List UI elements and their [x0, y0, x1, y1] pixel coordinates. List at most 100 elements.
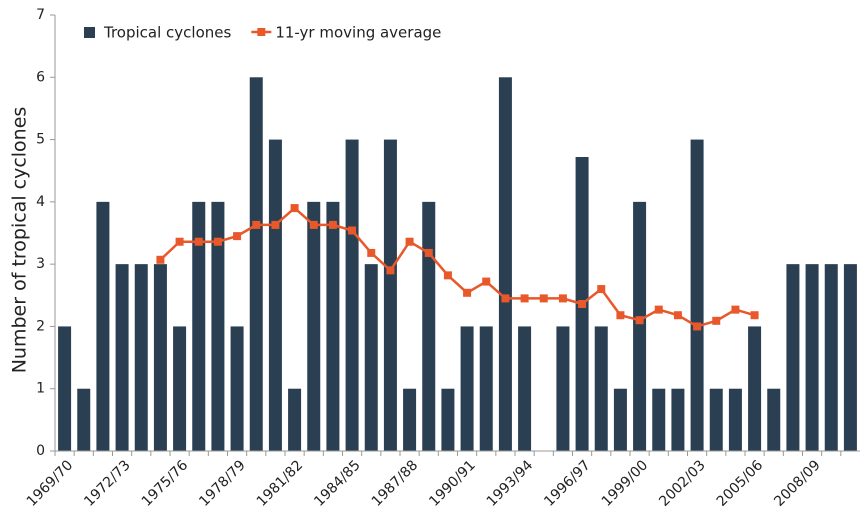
- line-marker: [520, 294, 529, 303]
- bar: [767, 388, 781, 451]
- line-marker: [578, 300, 587, 309]
- line-marker: [194, 237, 203, 246]
- bar: [498, 77, 512, 452]
- bar: [364, 264, 378, 451]
- bar: [479, 326, 493, 451]
- bar: [403, 388, 417, 451]
- x-tick-label: 1996/97: [541, 457, 593, 509]
- bar: [460, 326, 474, 451]
- y-tick-label: 0: [36, 443, 45, 459]
- x-tick-label: 1975/76: [139, 457, 192, 510]
- x-tick-label: 1987/88: [369, 457, 421, 509]
- bar: [288, 388, 302, 451]
- line-marker: [693, 322, 702, 331]
- line-marker: [443, 271, 452, 280]
- x-tick-label: 2008/09: [771, 457, 823, 509]
- bar: [422, 201, 436, 451]
- x-tick-label: 1969/70: [24, 457, 76, 509]
- bar: [77, 388, 91, 451]
- line-marker: [673, 311, 682, 320]
- y-tick-label: 5: [36, 132, 45, 148]
- x-tick-label: 1972/73: [81, 457, 133, 509]
- bar: [96, 201, 110, 451]
- line-marker: [290, 204, 299, 213]
- y-tick-label: 3: [36, 256, 45, 272]
- line-marker: [616, 311, 625, 320]
- x-tick-label: 1990/91: [426, 457, 478, 509]
- bar: [383, 139, 397, 452]
- bar: [671, 388, 685, 451]
- bar: [748, 326, 762, 451]
- line-marker: [539, 294, 548, 303]
- bar: [307, 201, 321, 451]
- line-marker: [501, 294, 510, 303]
- bar: [134, 264, 148, 451]
- x-tick-label: 2002/03: [656, 457, 708, 509]
- bar: [192, 201, 206, 451]
- bar: [268, 139, 282, 452]
- y-tick-label: 1: [36, 381, 45, 397]
- x-tick-label: 1978/79: [196, 457, 248, 509]
- line-marker: [597, 285, 606, 294]
- line-marker: [386, 266, 395, 275]
- y-tick-label: 6: [36, 69, 45, 85]
- line-marker: [348, 226, 357, 235]
- y-tick-label: 2: [36, 318, 45, 334]
- line-marker: [367, 248, 376, 257]
- bar: [633, 201, 647, 451]
- x-tick-label: 1981/82: [254, 457, 306, 509]
- line-marker: [424, 248, 433, 257]
- line-marker: [731, 305, 740, 314]
- line-marker: [175, 237, 184, 246]
- line-marker: [405, 237, 414, 246]
- legend-swatch: [257, 28, 266, 36]
- bar: [230, 326, 244, 451]
- bar: [153, 264, 167, 451]
- line-marker: [482, 277, 491, 286]
- legend-swatch: [84, 27, 95, 38]
- y-axis-label: Number of tropical cyclones: [9, 107, 31, 374]
- bar: [58, 326, 72, 451]
- bar: [728, 388, 742, 451]
- line-marker: [712, 316, 721, 325]
- legend-label: 11-yr moving average: [275, 24, 441, 42]
- line: [159, 206, 755, 328]
- x-tick-label: 1984/85: [311, 457, 363, 509]
- line-marker: [635, 316, 644, 325]
- legend-label: Tropical cyclones: [103, 24, 231, 42]
- bar: [805, 264, 819, 451]
- line-marker: [654, 305, 663, 314]
- bar: [441, 388, 455, 451]
- bar: [326, 201, 340, 451]
- bar: [843, 264, 857, 451]
- bar: [652, 388, 666, 451]
- y-tick-label: 4: [36, 194, 45, 210]
- bar: [824, 264, 838, 451]
- line-marker: [309, 220, 318, 229]
- x-tick-label: 1999/00: [599, 457, 651, 509]
- line-marker: [463, 288, 472, 297]
- bar: [518, 326, 532, 451]
- x-tick-label: 1993/94: [484, 457, 537, 510]
- bar: [556, 326, 570, 451]
- bar: [173, 326, 187, 451]
- line-marker: [233, 232, 242, 241]
- bar: [709, 388, 723, 451]
- line-marker: [558, 294, 567, 303]
- bar: [211, 201, 225, 451]
- bar: [690, 139, 704, 452]
- line-marker: [271, 220, 280, 229]
- bar: [594, 326, 608, 451]
- bar: [613, 388, 627, 451]
- line-marker: [750, 311, 759, 320]
- line-marker: [328, 220, 337, 229]
- x-tick-label: 2005/06: [714, 457, 767, 510]
- bar: [345, 139, 359, 452]
- line-marker: [156, 255, 165, 264]
- line-marker: [213, 237, 222, 246]
- bar: [786, 264, 800, 451]
- bar: [115, 264, 129, 451]
- bar: [249, 77, 263, 452]
- line-marker: [252, 220, 261, 229]
